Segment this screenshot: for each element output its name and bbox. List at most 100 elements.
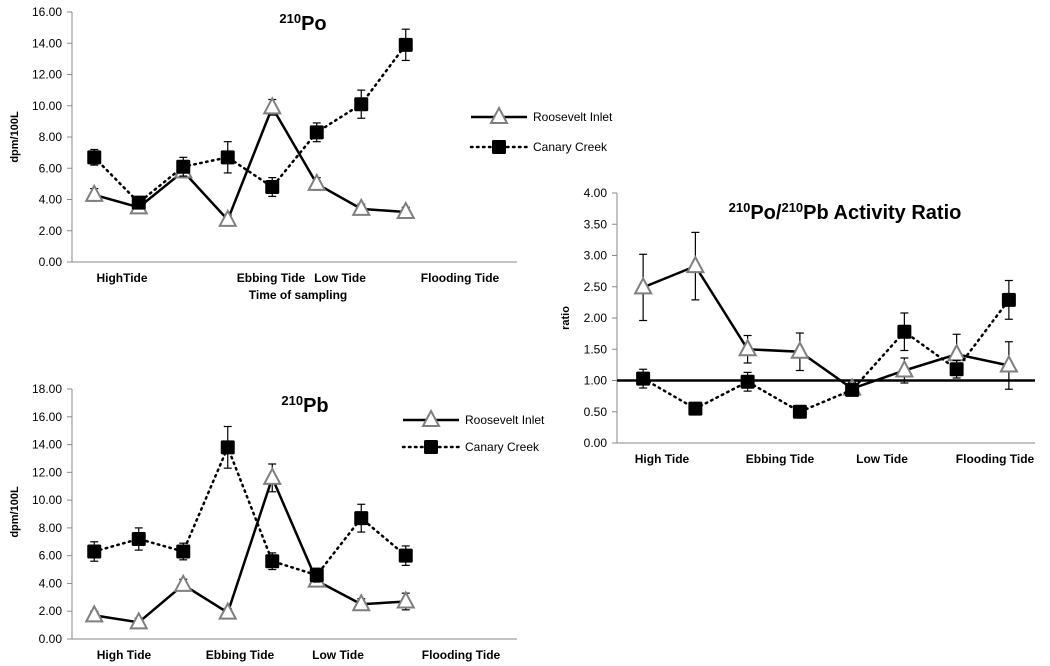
chart-pb: 0.00 2.00 4.00 6.00 8.00 10.00 12.00 14.00 16.00… [9,382,545,662]
y-tick-label: 1.50 [584,342,608,356]
chart-title: 210Pb [281,393,328,417]
x-tick-label: Flooding Tide [956,452,1035,466]
y-tick-label: 12.00 [32,68,62,82]
data-point [740,374,755,389]
y-tick-label: 10.00 [32,493,62,507]
x-tick-label: HighTide [96,271,147,285]
data-point [396,590,416,609]
series-line [642,264,1010,391]
data-point [218,208,238,227]
data-point [351,197,371,216]
data-point [265,554,280,569]
y-tick-label: 8.00 [39,521,63,535]
y-tick-label: 10.00 [32,99,62,113]
data-point [845,382,860,397]
y-axis-label: ratio [560,306,572,330]
data-point [84,183,104,202]
series-line [93,444,407,577]
data-point [737,338,758,357]
y-tick-label: 4.00 [584,186,608,200]
data-point [636,371,651,386]
title-superscript: 210 [729,200,751,215]
series-roosevelt-inlet [84,463,416,630]
legend: Roosevelt Inlet Canary Creek [469,105,613,154]
title-text: Pb Activity Ratio [803,202,961,224]
data-point [685,255,706,274]
y-tick-label: 0.50 [584,405,608,419]
data-point [220,150,235,165]
data-point [309,568,324,583]
y-tick-label: 16.00 [32,410,62,424]
data-point [84,604,104,623]
title-superscript: 210 [279,11,301,26]
data-point [131,532,146,546]
data-point [398,548,413,563]
data-point [173,573,193,592]
chart-ratio: 0.00 0.50 1.00 1.50 2.00 2.50 3.00 3.50 4.00 High… [560,186,1035,466]
data-point [176,159,191,174]
title-superscript: 210 [781,200,803,215]
y-tick-label: 0.00 [39,632,63,646]
data-point [396,200,416,219]
chart-title: 210Po/210Pb Activity Ratio [729,200,962,224]
data-point [897,324,912,339]
y-tick-label: 2.00 [39,224,63,238]
data-point [218,601,238,620]
series-line [93,43,407,205]
x-tick-label: Flooding Tide [421,271,500,285]
legend-label: Roosevelt Inlet [533,110,613,124]
legend-marker [424,440,438,454]
data-point [688,401,703,416]
y-tick-label: 4.00 [39,193,63,207]
title-text: Po [301,13,327,35]
data-point [351,593,371,612]
data-point [792,404,807,419]
data-point [790,340,810,359]
data-point [999,354,1019,373]
title-text: Pb [303,395,329,417]
y-tick-label: 2.00 [39,604,63,618]
legend-marker [489,105,509,124]
series-line [641,298,1011,414]
title-superscript: 210 [281,393,303,408]
data-point [129,611,149,630]
x-tick-label: Ebbing Tide [746,452,815,466]
data-point [354,97,369,112]
x-tick-label: Low Tide [856,452,908,466]
data-point [176,544,191,559]
y-tick-label: 18.00 [32,382,62,396]
legend-label: Canary Creek [533,140,608,154]
legend: Roosevelt Inlet Canary Creek [401,408,545,454]
legend-label: Roosevelt Inlet [465,413,545,427]
data-point [309,125,324,140]
chart-title: 210Po [279,11,326,35]
series-canary-creek [87,28,413,210]
y-tick-label: 0.00 [584,436,608,450]
y-axis-label: dpm/100L [9,486,21,538]
y-tick-label: 3.50 [584,217,608,231]
x-tick-label: High Tide [635,452,690,466]
data-point [894,359,915,378]
data-point [354,511,369,526]
y-tick-label: 12.00 [32,465,62,479]
y-tick-label: 3.00 [584,249,608,263]
x-tick-label: Ebbing Tide [206,648,275,662]
data-point [87,544,102,559]
legend-label: Canary Creek [465,440,540,454]
data-point [87,150,102,165]
y-tick-label: 4.00 [39,576,63,590]
y-axis-label: dpm/100L [9,111,21,163]
data-point [265,180,280,194]
x-tick-label: High Tide [97,648,152,662]
y-tick-label: 16.00 [32,5,62,19]
x-tick-label: Low Tide [312,648,364,662]
series-line [93,104,406,223]
y-tick-label: 14.00 [32,438,62,452]
data-point [398,37,413,52]
data-point [220,440,235,455]
title-text: Po/ [750,202,782,224]
x-tick-label: Flooding Tide [422,648,501,662]
data-point [262,96,282,115]
x-tick-label: Low Tide [314,271,366,285]
